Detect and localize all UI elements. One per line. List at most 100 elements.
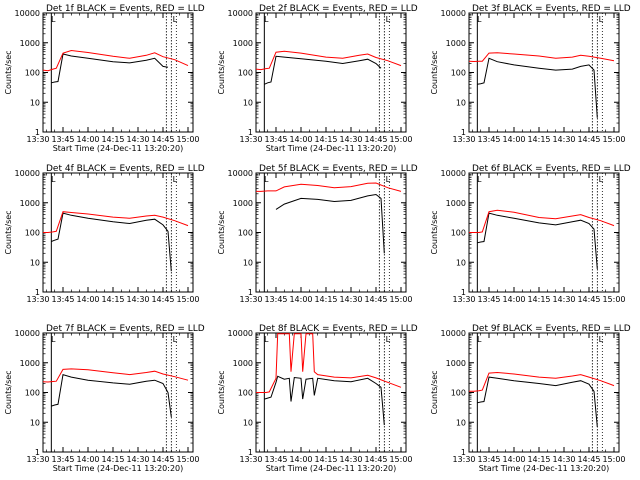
- plot-frame: [255, 12, 407, 133]
- x-tick-label: 14:00: [502, 455, 525, 464]
- x-tick-label: 13:30: [26, 295, 49, 304]
- y-tick-label: 10000: [15, 329, 40, 338]
- y-tick-label: 100: [238, 69, 253, 78]
- y-tick-label: 1: [248, 288, 253, 297]
- x-tick-label: 14:15: [314, 455, 337, 464]
- series-events: [477, 376, 598, 427]
- y-tick-label: 1: [35, 448, 40, 457]
- x-tick-label: 14:45: [151, 135, 174, 144]
- y-tick-label: 100: [25, 69, 40, 78]
- plot-title: Det 7f BLACK = Events, RED = LLD: [46, 324, 205, 334]
- plot-title: Det 1f BLACK = Events, RED = LLD: [46, 4, 205, 14]
- x-tick-label: 13:45: [264, 135, 287, 144]
- segment-marker: L: [51, 175, 56, 184]
- series-events: [51, 212, 172, 272]
- x-tick-label: 13:45: [264, 295, 287, 304]
- y-tick-label: 10: [30, 98, 40, 107]
- y-tick-label: 100: [451, 389, 466, 398]
- x-tick-label: 14:00: [76, 295, 99, 304]
- series-events: [477, 57, 598, 118]
- series-lld: [468, 52, 615, 63]
- series-lld: [469, 371, 615, 392]
- x-axis-label: Start Time (24-Dec-11 13:20:20): [53, 144, 184, 153]
- plot-8: Det 8f BLACK = Events, RED = LLD 1 10 100 10…: [217, 324, 418, 473]
- y-axis-label: Counts/sec: [217, 370, 226, 414]
- y-tick-label: 10000: [441, 329, 466, 338]
- x-tick-label: 13:45: [477, 295, 500, 304]
- x-tick-label: 15:00: [176, 135, 199, 144]
- segment-marker: L: [477, 335, 482, 344]
- x-tick-label: 14:00: [502, 295, 525, 304]
- x-tick-label: 14:30: [339, 135, 362, 144]
- segment-marker: L: [173, 175, 178, 184]
- segment-marker: L: [599, 335, 604, 344]
- x-tick-label: 14:30: [126, 295, 149, 304]
- y-tick-label: 10: [30, 258, 40, 267]
- x-tick-label: 14:45: [151, 295, 174, 304]
- series-lld: [469, 209, 615, 233]
- x-tick-label: 15:00: [389, 135, 412, 144]
- y-tick-label: 1: [248, 128, 253, 137]
- y-tick-label: 1000: [20, 199, 40, 208]
- plot-5: Det 5f BLACK = Events, RED = LLD 1 10 100 10…: [217, 164, 418, 304]
- x-tick-label: 13:30: [239, 455, 262, 464]
- series-events: [51, 53, 169, 84]
- series-lld: [43, 211, 189, 233]
- plot-7: Det 7f BLACK = Events, RED = LLD 1 10 100 10…: [4, 324, 205, 473]
- plot-frame: [255, 332, 407, 453]
- series-events: [275, 193, 385, 254]
- x-tick-label: 13:30: [239, 135, 262, 144]
- series-events: [264, 55, 382, 85]
- x-tick-label: 14:45: [577, 455, 600, 464]
- plot-title: Det 8f BLACK = Events, RED = LLD: [259, 324, 418, 334]
- x-tick-label: 13:45: [51, 135, 74, 144]
- y-tick-label: 1000: [20, 39, 40, 48]
- segment-marker: L: [386, 175, 391, 184]
- y-tick-label: 100: [451, 229, 466, 238]
- series-lld: [42, 49, 189, 72]
- x-tick-label: 14:00: [289, 455, 312, 464]
- y-tick-label: 1000: [446, 199, 466, 208]
- y-tick-label: 1: [461, 128, 466, 137]
- y-axis-label: Counts/sec: [217, 210, 226, 254]
- x-axis-label: Start Time (24-Dec-11 13:20:20): [53, 464, 184, 473]
- x-tick-label: 14:30: [552, 455, 575, 464]
- segment-marker: L: [264, 15, 269, 24]
- y-tick-label: 1: [35, 128, 40, 137]
- series-lld: [255, 50, 402, 71]
- x-tick-label: 14:30: [552, 295, 575, 304]
- x-tick-label: 14:45: [364, 455, 387, 464]
- x-tick-label: 14:30: [552, 135, 575, 144]
- series-lld: [256, 333, 402, 393]
- x-axis-label: Start Time (24-Dec-11 13:20:20): [266, 464, 397, 473]
- y-tick-label: 10: [243, 98, 253, 107]
- y-tick-label: 10000: [228, 9, 253, 18]
- x-tick-label: 14:00: [289, 295, 312, 304]
- y-tick-label: 10000: [441, 169, 466, 178]
- x-tick-label: 13:45: [51, 295, 74, 304]
- y-tick-label: 100: [451, 69, 466, 78]
- plot-frame: [468, 332, 620, 453]
- x-tick-label: 14:00: [502, 135, 525, 144]
- segment-marker: L: [264, 335, 269, 344]
- x-tick-label: 14:45: [364, 295, 387, 304]
- segment-marker: L: [173, 15, 178, 24]
- segment-marker: L: [599, 175, 604, 184]
- plot-frame: [42, 12, 194, 133]
- plot-title: Det 2f BLACK = Events, RED = LLD: [259, 4, 418, 14]
- x-tick-label: 13:45: [264, 455, 287, 464]
- y-tick-label: 1000: [20, 359, 40, 368]
- plot-title: Det 6f BLACK = Events, RED = LLD: [472, 164, 631, 174]
- x-tick-label: 14:45: [364, 135, 387, 144]
- x-tick-label: 14:15: [101, 135, 124, 144]
- y-tick-label: 1: [461, 448, 466, 457]
- x-tick-label: 13:30: [26, 455, 49, 464]
- series-events: [51, 373, 172, 418]
- y-axis-label: Counts/sec: [430, 210, 439, 254]
- y-tick-label: 1000: [233, 359, 253, 368]
- x-tick-label: 14:45: [577, 135, 600, 144]
- y-tick-label: 100: [238, 229, 253, 238]
- segment-marker: L: [477, 15, 482, 24]
- y-tick-label: 10000: [15, 9, 40, 18]
- x-tick-label: 13:45: [51, 455, 74, 464]
